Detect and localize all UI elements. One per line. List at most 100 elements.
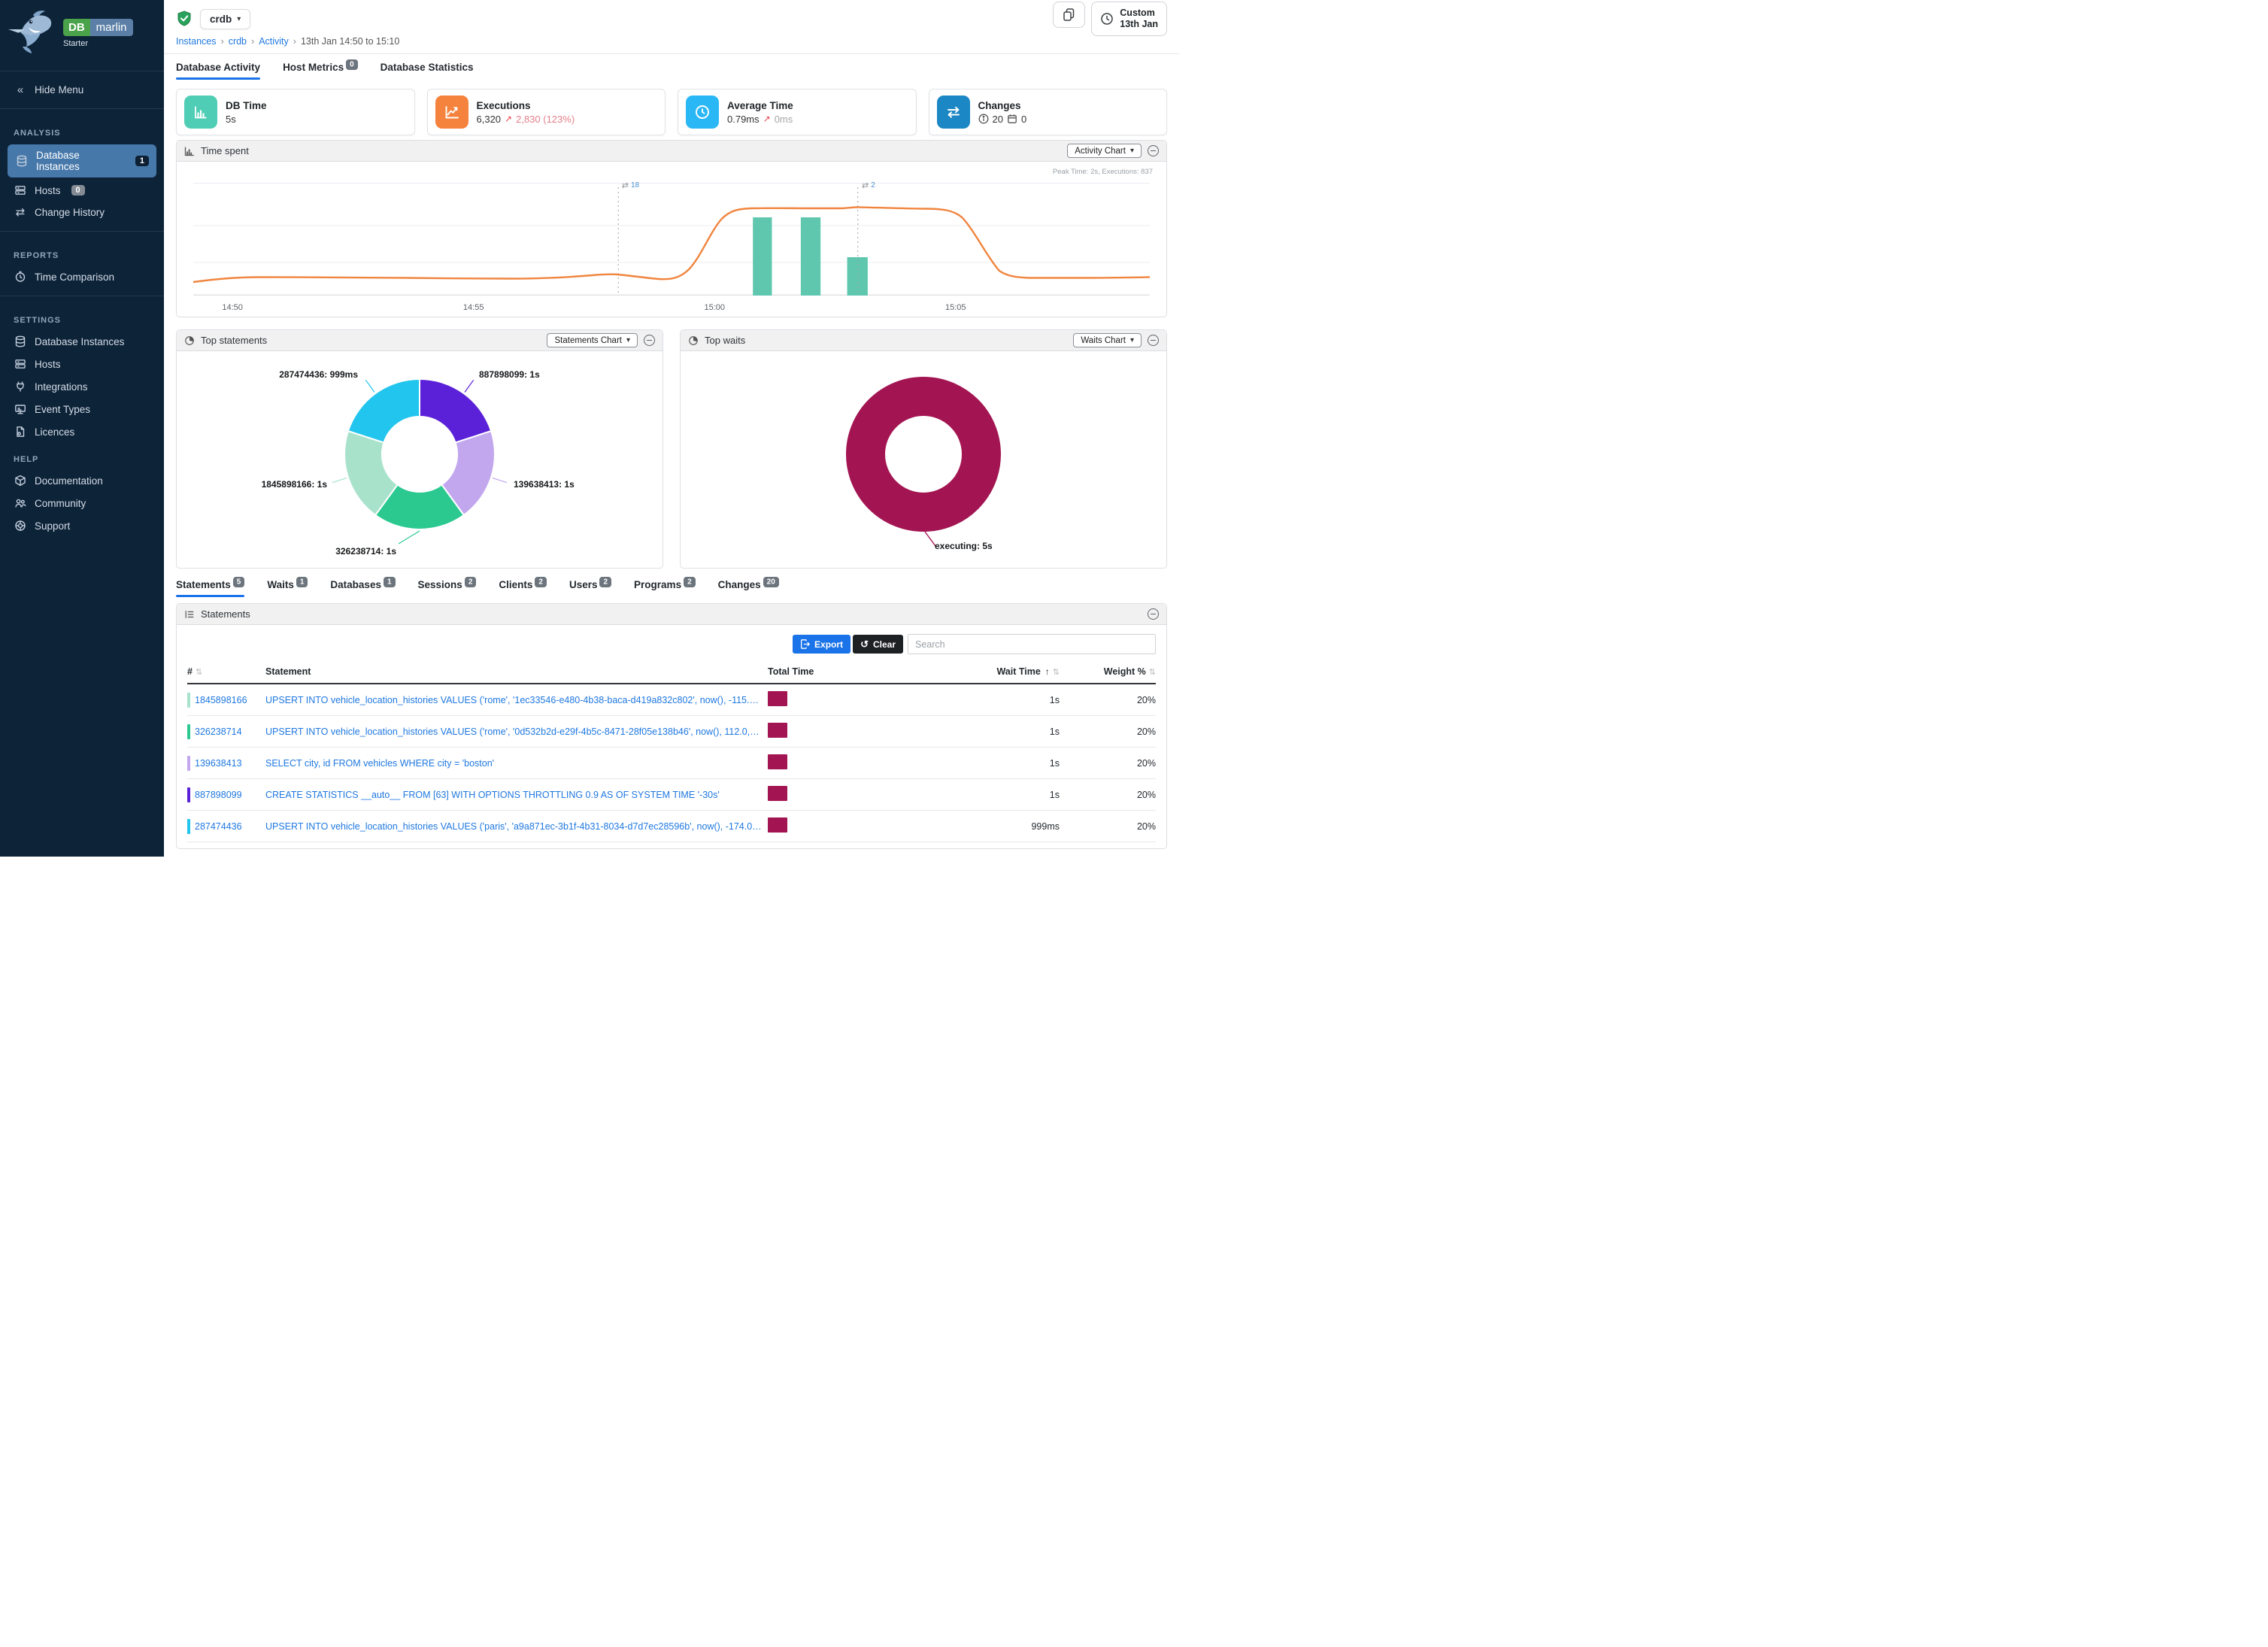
- column-header-statement[interactable]: Statement: [265, 666, 311, 677]
- sidebar-item-integrations[interactable]: Integrations: [0, 375, 164, 398]
- tab-statements[interactable]: Statements 5: [176, 576, 245, 597]
- column-header-id[interactable]: # ⇅: [187, 666, 203, 677]
- donut-slice[interactable]: [846, 377, 1001, 532]
- export-button[interactable]: Export: [793, 635, 851, 654]
- donut-slice[interactable]: [347, 378, 420, 444]
- sidebar-item-licences[interactable]: Licences: [0, 420, 164, 443]
- breadcrumb-instances[interactable]: Instances: [176, 36, 217, 47]
- donut-slice[interactable]: [343, 429, 399, 517]
- x-axis-tick: 14:50: [222, 303, 243, 312]
- statement-link[interactable]: UPSERT INTO vehicle_location_histories V…: [265, 820, 762, 832]
- sidebar-item-event-types[interactable]: Event Types: [0, 398, 164, 420]
- kpi-value: 5s: [226, 113, 236, 125]
- sidebar-item-change-history[interactable]: ⇄ Change History: [0, 202, 164, 223]
- sidebar-item-label: Integrations: [35, 381, 88, 393]
- copy-link-button[interactable]: [1053, 2, 1086, 28]
- chevron-down-icon: ▾: [1129, 336, 1134, 344]
- hide-menu-button[interactable]: « Hide Menu: [0, 79, 164, 101]
- statement-id-link[interactable]: 139638413: [195, 757, 242, 769]
- tab-host-metrics[interactable]: Host Metrics 0: [283, 59, 358, 80]
- breadcrumb-activity[interactable]: Activity: [259, 36, 289, 47]
- donut-slice-label: 326238714: 1s: [335, 546, 396, 557]
- users-badge: 2: [599, 576, 612, 587]
- collapse-panel-button[interactable]: [1148, 608, 1159, 620]
- time-range-button[interactable]: Custom 13th Jan: [1091, 2, 1167, 36]
- tab-database-statistics[interactable]: Database Statistics: [380, 62, 474, 73]
- section-reports: REPORTS: [14, 251, 59, 260]
- sidebar-item-documentation[interactable]: Documentation: [0, 469, 164, 492]
- breadcrumb-crdb[interactable]: crdb: [228, 36, 247, 47]
- sidebar-item-community[interactable]: Community: [0, 492, 164, 514]
- statement-link[interactable]: UPSERT INTO vehicle_location_histories V…: [265, 694, 762, 705]
- donut-slice[interactable]: [419, 378, 493, 444]
- sidebar-item-label: Database Instances: [36, 150, 80, 172]
- total-time-bar: [768, 723, 787, 738]
- dbmarlin-logo: DB marlin Starter: [0, 0, 164, 63]
- time-spent-chart: ⇄ 18 ⇄ 2 14:50 14:55 15:00 15:05: [193, 181, 1150, 312]
- sidebar-item-time-comparison[interactable]: Time Comparison: [0, 265, 164, 288]
- time-spent-panel: Time spent Activity Chart ▾ Peak Time: 2…: [176, 140, 1167, 317]
- kpi-title: Executions: [476, 99, 531, 111]
- tab-programs[interactable]: Programs 2: [634, 576, 696, 597]
- tab-sessions[interactable]: Sessions 2: [418, 576, 477, 597]
- change-bar: [800, 217, 821, 296]
- sidebar-item-label: Documentation: [35, 475, 103, 487]
- collapse-panel-button[interactable]: [1148, 145, 1159, 156]
- chevron-down-icon: ▾: [626, 336, 630, 344]
- sidebar-item-settings-database-instances[interactable]: Database Instances: [0, 330, 164, 353]
- peak-note: Peak Time: 2s, Executions: 837: [1052, 168, 1153, 176]
- panel-title: Statements: [201, 608, 250, 620]
- panel-title: Time spent: [201, 145, 249, 156]
- statement-id-link[interactable]: 326238714: [195, 726, 242, 737]
- hide-menu-label: Hide Menu: [35, 84, 84, 96]
- change-bar: [753, 217, 772, 296]
- documentation-box-icon: [14, 475, 27, 487]
- wait-time-value: 1s: [1049, 694, 1060, 705]
- sidebar-item-support[interactable]: Support: [0, 514, 164, 537]
- sidebar: DB marlin Starter « Hide Menu ANALYSIS Da…: [0, 0, 164, 857]
- statement-link[interactable]: CREATE STATISTICS __auto__ FROM [63] WIT…: [265, 789, 720, 800]
- kpi-value: 0.79ms: [727, 113, 760, 125]
- x-axis-tick: 15:00: [704, 303, 725, 312]
- activity-chart-select[interactable]: Activity Chart ▾: [1067, 144, 1142, 158]
- label-leader-line: [492, 477, 508, 484]
- statement-id-link[interactable]: 1845898166: [195, 694, 247, 705]
- copy-icon: [1063, 8, 1075, 21]
- sidebar-item-database-instances[interactable]: Database Instances 1: [8, 144, 156, 177]
- statement-color-accent: [187, 755, 190, 771]
- donut-slice[interactable]: [440, 429, 496, 517]
- statements-table: # ⇅ Statement Total Time Wait Time ↑ ⇅ Weig…: [177, 660, 1166, 848]
- total-time-bar: [768, 754, 787, 769]
- donut-slice-label: 139638413: 1s: [514, 479, 575, 490]
- tab-changes[interactable]: Changes 20: [718, 576, 779, 597]
- statement-id-link[interactable]: 287474436: [195, 820, 242, 832]
- waits-chart-select[interactable]: Waits Chart ▾: [1073, 333, 1142, 347]
- statements-chart-select[interactable]: Statements Chart ▾: [547, 333, 638, 347]
- collapse-panel-button[interactable]: [644, 335, 655, 346]
- search-input[interactable]: [908, 634, 1156, 654]
- time-spent-chart-svg: [193, 183, 1150, 296]
- column-header-wait-time[interactable]: Wait Time ↑ ⇅: [996, 666, 1060, 677]
- instance-selector-button[interactable]: crdb ▾: [200, 8, 251, 29]
- instances-count-badge: 1: [135, 156, 149, 166]
- column-header-weight[interactable]: Weight % ⇅: [1103, 666, 1156, 677]
- collapse-panel-button[interactable]: [1148, 335, 1159, 346]
- sort-up-icon: ↑: [1045, 666, 1050, 677]
- pie-chart-icon: [689, 335, 698, 345]
- tab-database-activity[interactable]: Database Activity: [176, 62, 261, 80]
- breadcrumb-separator: ›: [220, 36, 224, 47]
- sidebar-item-hosts[interactable]: Hosts 0: [0, 179, 164, 202]
- column-header-total-time[interactable]: Total Time: [768, 666, 814, 677]
- statement-link[interactable]: SELECT city, id FROM vehicles WHERE city…: [265, 757, 495, 769]
- tab-users[interactable]: Users 2: [569, 576, 612, 597]
- statement-id-link[interactable]: 887898099: [195, 789, 242, 800]
- tab-clients[interactable]: Clients 2: [499, 576, 547, 597]
- statement-link[interactable]: UPSERT INTO vehicle_location_histories V…: [265, 726, 762, 737]
- tab-databases[interactable]: Databases 1: [330, 576, 396, 597]
- panel-title: Top statements: [201, 335, 268, 346]
- clear-button[interactable]: ↺ Clear: [853, 635, 903, 654]
- tab-waits[interactable]: Waits 1: [267, 576, 308, 597]
- donut-slice[interactable]: [374, 484, 465, 530]
- statement-color-accent: [187, 818, 190, 834]
- sidebar-item-settings-hosts[interactable]: Hosts: [0, 353, 164, 375]
